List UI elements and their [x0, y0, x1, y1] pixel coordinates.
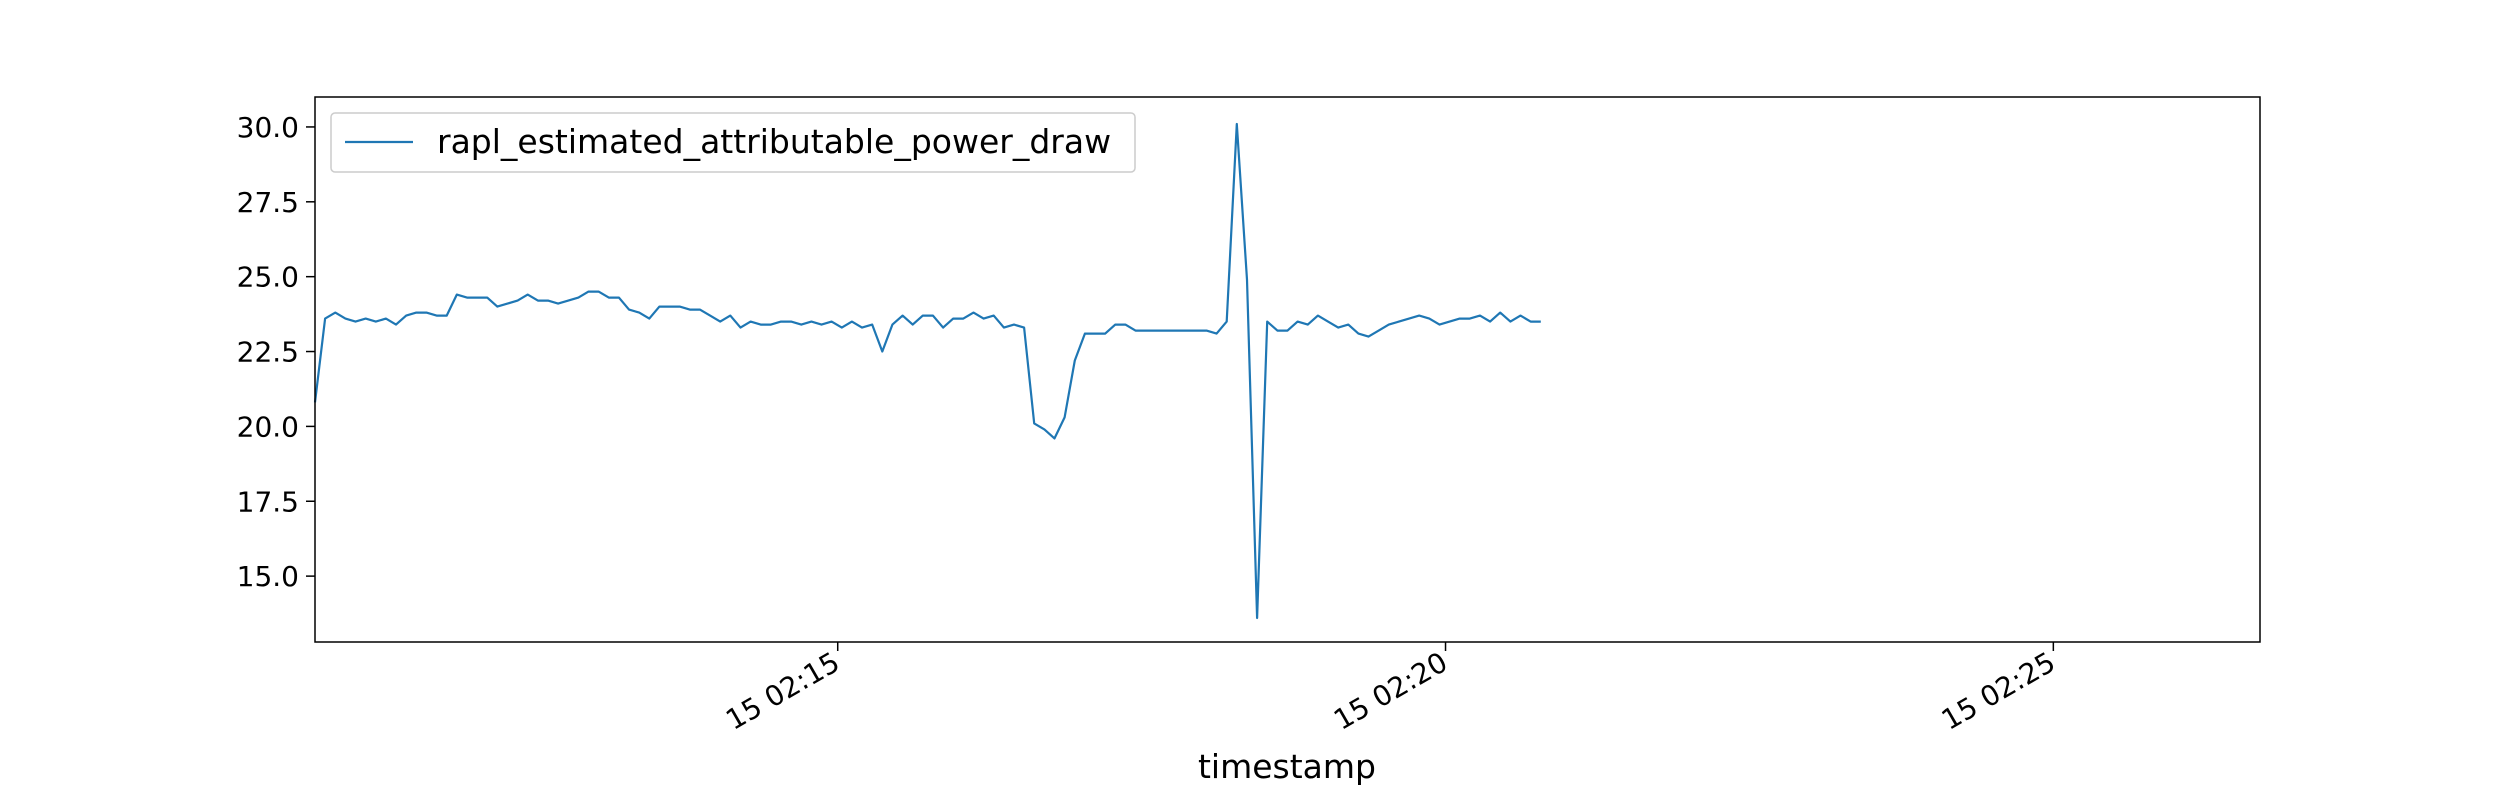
legend-label: rapl_estimated_attributable_power_draw	[437, 122, 1111, 161]
x-axis-title: timestamp	[1198, 747, 1376, 786]
y-axis-ticks: 15.0 17.5 20.0 22.5 25.0 27.5 30.0	[237, 111, 315, 593]
x-axis-ticks: 15 02:15 15 02:20 15 02:25	[720, 642, 2061, 737]
plot-area-frame	[314, 96, 2261, 643]
y-tick-label: 17.5	[237, 485, 299, 518]
x-tick-label: 15 02:15	[720, 645, 845, 736]
x-tick-label: 15 02:20	[1328, 645, 1453, 736]
y-tick-label: 15.0	[237, 560, 299, 593]
y-tick-label: 22.5	[237, 336, 299, 369]
legend: rapl_estimated_attributable_power_draw	[330, 112, 1136, 173]
x-tick-label: 15 02:25	[1936, 645, 2061, 736]
y-tick-label: 25.0	[237, 261, 299, 294]
legend-box	[330, 112, 1136, 173]
y-tick-label: 30.0	[237, 111, 299, 144]
y-tick-label: 27.5	[237, 186, 299, 219]
y-tick-label: 20.0	[237, 410, 299, 443]
series-line-rapl	[313, 122, 1541, 620]
